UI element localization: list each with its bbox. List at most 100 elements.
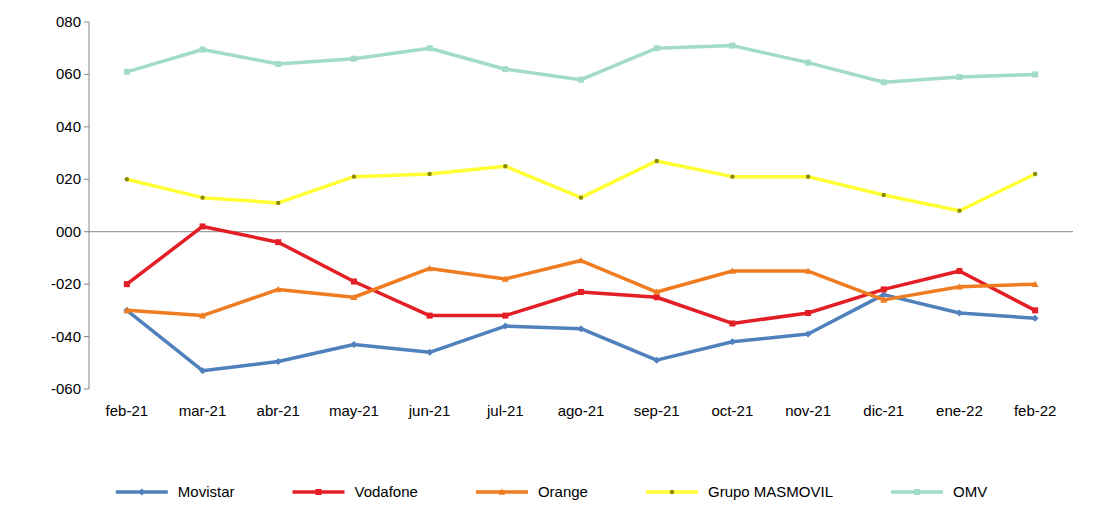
legend-label: Vodafone [355,483,418,500]
legend-item: Movistar [116,483,235,500]
legend-line [646,490,698,494]
y-tick [84,389,89,390]
y-tick [84,284,89,285]
series-marker [730,174,734,178]
series-marker [351,279,357,285]
series-marker [275,358,282,365]
background [0,0,1103,522]
series-marker [124,69,130,75]
x-tick-label: oct-21 [712,402,754,419]
series-marker [502,313,508,319]
y-tick [84,22,89,23]
series-marker [123,307,130,313]
legend-label: Movistar [178,483,235,500]
y-tick-label: 000 [56,223,81,240]
y-tick [84,126,89,127]
series-line [127,46,1035,83]
series-line [127,295,1035,371]
series-marker [578,289,584,295]
chart: -060 -040 -020 000 020 040 060 080 feb-21 mar-21 a… [0,0,1103,522]
legend-marker [138,489,145,496]
legend-item: Grupo MASMOVIL [646,483,833,500]
series-marker [275,239,281,245]
legend-item: Vodafone [293,483,418,500]
series-line [127,261,1035,316]
y-tick-label: 080 [56,13,81,30]
series-marker [199,312,206,318]
series-marker [502,323,509,330]
x-tick-label: feb-22 [1014,402,1057,419]
series-marker [956,283,963,289]
legend-marker [670,490,674,494]
series-marker [956,268,962,274]
y-axis [89,22,90,389]
legend-marker [914,489,920,495]
series-marker [503,164,507,168]
series-marker [957,209,961,213]
series-marker [200,195,204,199]
series-marker [881,79,887,85]
x-tick-label: may-21 [329,402,379,419]
series-marker [426,349,433,356]
series-marker [351,56,357,62]
legend-item: Orange [476,483,588,500]
y-tick-label: -040 [51,328,81,345]
series-marker [502,275,509,281]
x-tick-label: jul-21 [486,402,524,419]
series-marker [729,338,736,345]
series-marker [1032,315,1039,322]
x-tick-label: feb-21 [106,402,149,419]
series-marker [276,201,280,205]
y-tick [84,179,89,180]
series-marker [805,60,811,66]
series-marker [200,47,206,53]
x-tick-label: sep-21 [634,402,680,419]
series-marker [124,281,130,287]
series-marker [275,286,282,292]
legend-item: OMV [891,483,987,500]
series-marker [805,268,812,274]
series-marker [578,325,585,332]
series-marker [578,257,585,263]
series-marker [1032,281,1039,287]
x-tick-label: dic-21 [863,402,904,419]
legend-marker [316,489,322,495]
y-tick-label: 040 [56,118,81,135]
series-marker [352,174,356,178]
legend-label: OMV [953,483,987,500]
series-line [127,226,1035,323]
x-tick-label: nov-21 [785,402,831,419]
series-marker [654,294,660,300]
series-marker [427,313,433,319]
series-marker [579,195,583,199]
series-marker [1032,71,1038,77]
series-marker [350,294,357,300]
series-marker [729,43,735,49]
y-tick-label: -020 [51,275,81,292]
series-marker [654,159,658,163]
series-marker [578,77,584,83]
y-tick-label: 060 [56,65,81,82]
x-tick-label: abr-21 [257,402,300,419]
series-marker [653,357,660,364]
series-marker [1033,172,1037,176]
legend-label: Grupo MASMOVIL [708,483,833,500]
x-tick-label: mar-21 [179,402,227,419]
series-marker [199,367,206,374]
y-tick-label: 020 [56,170,81,187]
y-tick [84,336,89,337]
series-marker [200,223,206,229]
series-marker [502,66,508,72]
series-line [127,161,1035,211]
series-marker [956,74,962,80]
legend-label: Orange [538,483,588,500]
series-marker [729,320,735,326]
series-marker [805,310,811,316]
legend: Movistar Vodafone Orange Grupo MASMOVIL OMV [116,483,987,500]
series-marker [1032,307,1038,313]
y-tick-label: -060 [51,380,81,397]
series-marker [427,172,431,176]
series-marker [956,309,963,316]
series-marker [881,286,887,292]
y-tick [84,231,89,232]
